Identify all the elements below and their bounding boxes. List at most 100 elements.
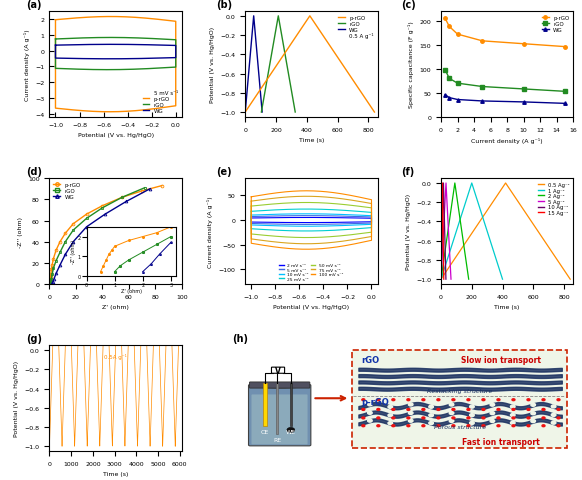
Legend: p-rGO, rGO, WG: p-rGO, rGO, WG: [52, 181, 82, 201]
Circle shape: [437, 408, 440, 410]
Circle shape: [452, 408, 455, 410]
Circle shape: [542, 408, 545, 410]
Circle shape: [429, 422, 434, 425]
X-axis label: Time (s): Time (s): [299, 138, 324, 143]
Text: CE: CE: [261, 429, 269, 434]
Circle shape: [551, 414, 556, 417]
Circle shape: [429, 414, 434, 417]
Circle shape: [362, 399, 365, 401]
Text: rGO: rGO: [361, 355, 380, 364]
Circle shape: [542, 399, 545, 401]
Circle shape: [527, 425, 530, 427]
Circle shape: [377, 408, 380, 410]
Circle shape: [490, 403, 495, 407]
FancyBboxPatch shape: [271, 367, 285, 373]
Circle shape: [467, 408, 470, 410]
Y-axis label: Potential (V vs. Hg/HgO): Potential (V vs. Hg/HgO): [14, 360, 19, 436]
Circle shape: [392, 408, 395, 410]
X-axis label: Potential (V vs. Hg/HgO): Potential (V vs. Hg/HgO): [77, 133, 154, 138]
Bar: [263, 384, 267, 426]
Y-axis label: Potential (V vs. Hg/HgO): Potential (V vs. Hg/HgO): [210, 27, 215, 103]
FancyBboxPatch shape: [250, 382, 310, 388]
Circle shape: [531, 404, 535, 407]
Circle shape: [422, 399, 425, 401]
Circle shape: [557, 417, 560, 419]
Circle shape: [422, 408, 425, 410]
Legend: p-rGO, rGO, WG: p-rGO, rGO, WG: [541, 15, 570, 34]
FancyBboxPatch shape: [352, 350, 567, 448]
Circle shape: [482, 417, 485, 419]
Circle shape: [287, 428, 294, 432]
Circle shape: [470, 421, 474, 424]
Circle shape: [437, 399, 440, 401]
Text: (f): (f): [402, 167, 414, 177]
Circle shape: [470, 405, 474, 408]
Circle shape: [362, 425, 365, 427]
Circle shape: [409, 420, 413, 422]
Circle shape: [542, 425, 545, 427]
Circle shape: [497, 408, 500, 410]
Circle shape: [512, 399, 515, 401]
Circle shape: [437, 417, 440, 419]
Circle shape: [377, 425, 380, 427]
Circle shape: [527, 417, 530, 419]
Circle shape: [392, 417, 395, 419]
Legend: p-rGO, rGO, WG, 0.5 A g⁻¹: p-rGO, rGO, WG, 0.5 A g⁻¹: [337, 15, 375, 40]
Text: RE: RE: [274, 437, 282, 443]
Text: (h): (h): [232, 334, 248, 344]
Circle shape: [449, 420, 454, 422]
Circle shape: [527, 408, 530, 410]
Text: Porous structure: Porous structure: [434, 424, 486, 429]
Text: (b): (b): [216, 0, 232, 10]
Circle shape: [377, 417, 380, 419]
Y-axis label: Current density (A g⁻¹): Current density (A g⁻¹): [24, 29, 30, 100]
Circle shape: [449, 403, 454, 406]
Circle shape: [407, 425, 410, 427]
X-axis label: Time (s): Time (s): [495, 305, 520, 310]
Circle shape: [531, 420, 535, 423]
FancyBboxPatch shape: [249, 384, 311, 446]
Circle shape: [407, 417, 410, 419]
Text: Slow ion transport: Slow ion transport: [461, 355, 541, 364]
Text: Fast ion transport: Fast ion transport: [462, 438, 540, 446]
Y-axis label: Current density (A g⁻¹): Current density (A g⁻¹): [207, 196, 213, 267]
Circle shape: [512, 425, 515, 427]
Circle shape: [482, 399, 485, 401]
Text: (c): (c): [402, 0, 416, 10]
X-axis label: Z' (ohm): Z' (ohm): [102, 305, 129, 310]
Y-axis label: Potential (V vs. Hg/HgO): Potential (V vs. Hg/HgO): [406, 193, 410, 270]
Y-axis label: -Z'' (ohm): -Z'' (ohm): [17, 216, 23, 247]
Circle shape: [452, 425, 455, 427]
Circle shape: [407, 408, 410, 410]
Text: (a): (a): [26, 0, 41, 10]
Circle shape: [497, 425, 500, 427]
Circle shape: [467, 417, 470, 419]
Circle shape: [392, 425, 395, 427]
Circle shape: [557, 425, 560, 427]
Circle shape: [551, 405, 556, 408]
Text: 0.5A g⁻¹: 0.5A g⁻¹: [104, 353, 127, 359]
Circle shape: [368, 420, 372, 422]
Circle shape: [510, 405, 515, 408]
Circle shape: [362, 408, 365, 410]
Text: (g): (g): [26, 334, 42, 344]
Circle shape: [512, 417, 515, 419]
X-axis label: Current density (A g⁻¹): Current density (A g⁻¹): [471, 138, 543, 144]
Circle shape: [531, 412, 535, 415]
Circle shape: [510, 421, 515, 424]
X-axis label: Time (s): Time (s): [103, 471, 128, 477]
Bar: [289, 384, 292, 426]
Circle shape: [490, 412, 495, 415]
Circle shape: [551, 421, 556, 424]
Circle shape: [482, 425, 485, 427]
Circle shape: [482, 408, 485, 410]
Legend: 0.5 Ag⁻¹, 1 Ag⁻¹, 2 Ag⁻¹, 5 Ag⁻¹, 10 Ag⁻¹, 15 Ag⁻¹: 0.5 Ag⁻¹, 1 Ag⁻¹, 2 Ag⁻¹, 5 Ag⁻¹, 10 Ag⁻…: [537, 181, 570, 216]
Circle shape: [512, 408, 515, 410]
Circle shape: [497, 399, 500, 401]
Legend: 2 mV s⁻¹, 5 mV s⁻¹, 10 mV s⁻¹, 25 mV s⁻¹, 50 mV s⁻¹, 75 mV s⁻¹, 100 mV s⁻¹: 2 mV s⁻¹, 5 mV s⁻¹, 10 mV s⁻¹, 25 mV s⁻¹…: [279, 263, 344, 282]
Circle shape: [467, 425, 470, 427]
Text: (e): (e): [216, 167, 232, 177]
Circle shape: [422, 425, 425, 427]
Text: (d): (d): [26, 167, 42, 177]
Circle shape: [368, 403, 372, 406]
